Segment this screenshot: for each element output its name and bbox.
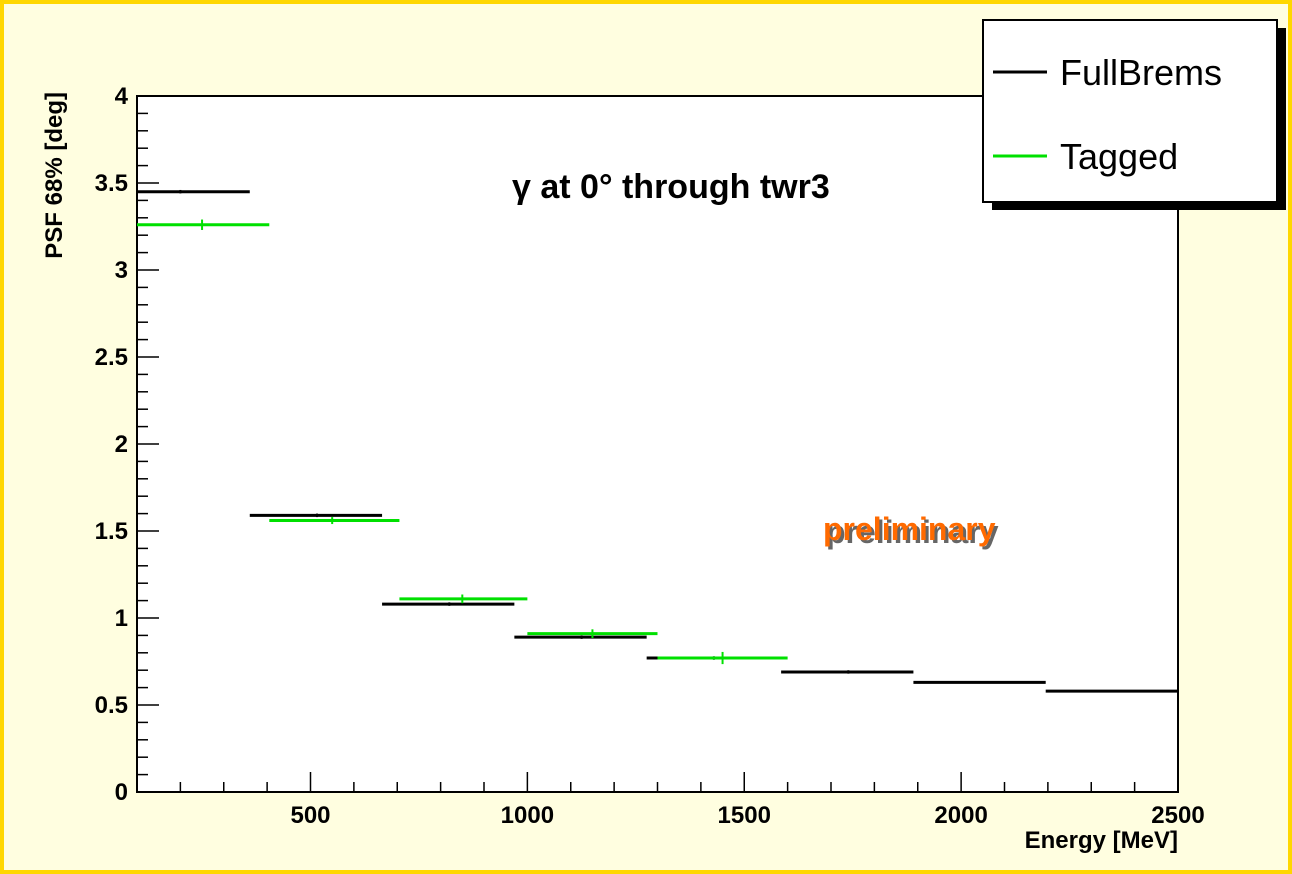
- annotation-preliminary-shadow: preliminary: [826, 514, 999, 550]
- y-tick-labels: 0 0.5 1 1.5 2 2.5 3 3.5 4: [95, 83, 129, 806]
- series-layer: [137, 189, 1178, 693]
- series-tagged: [137, 219, 788, 665]
- annotation-preliminary: preliminary: [823, 511, 996, 547]
- x-tick-label: 2000: [934, 802, 987, 829]
- y-tick-label: 2.5: [95, 344, 128, 371]
- legend: FullBrems Tagged: [982, 19, 1286, 210]
- y-tick-label: 3: [115, 257, 128, 284]
- axis-ticks: [136, 95, 1179, 793]
- y-tick-label: 2: [115, 431, 128, 458]
- legend-box: [982, 19, 1278, 203]
- x-tick-labels: 500 1000 1500 2000 2500: [290, 802, 1204, 829]
- y-tick-label: 3.5: [95, 170, 128, 197]
- y-tick-label: 4: [115, 83, 129, 110]
- x-tick-label: 500: [290, 802, 330, 829]
- x-tick-label: 1000: [501, 802, 554, 829]
- x-axis-title: Energy [MeV]: [1025, 827, 1178, 854]
- x-tick-label: 1500: [718, 802, 771, 829]
- series-fullbrems: [137, 189, 1178, 693]
- legend-label-tagged: Tagged: [1060, 136, 1178, 177]
- y-tick-label: 1: [115, 605, 128, 632]
- y-tick-label: 0: [115, 779, 128, 806]
- plot-area: [136, 95, 1179, 793]
- y-tick-label: 1.5: [95, 518, 128, 545]
- y-tick-label: 0.5: [95, 692, 128, 719]
- annotation-title: γ at 0° through twr3: [512, 168, 830, 206]
- x-tick-label: 2500: [1151, 802, 1204, 829]
- y-axis-title: PSF 68% [deg]: [41, 92, 68, 259]
- legend-label-fullbrems: FullBrems: [1060, 52, 1222, 93]
